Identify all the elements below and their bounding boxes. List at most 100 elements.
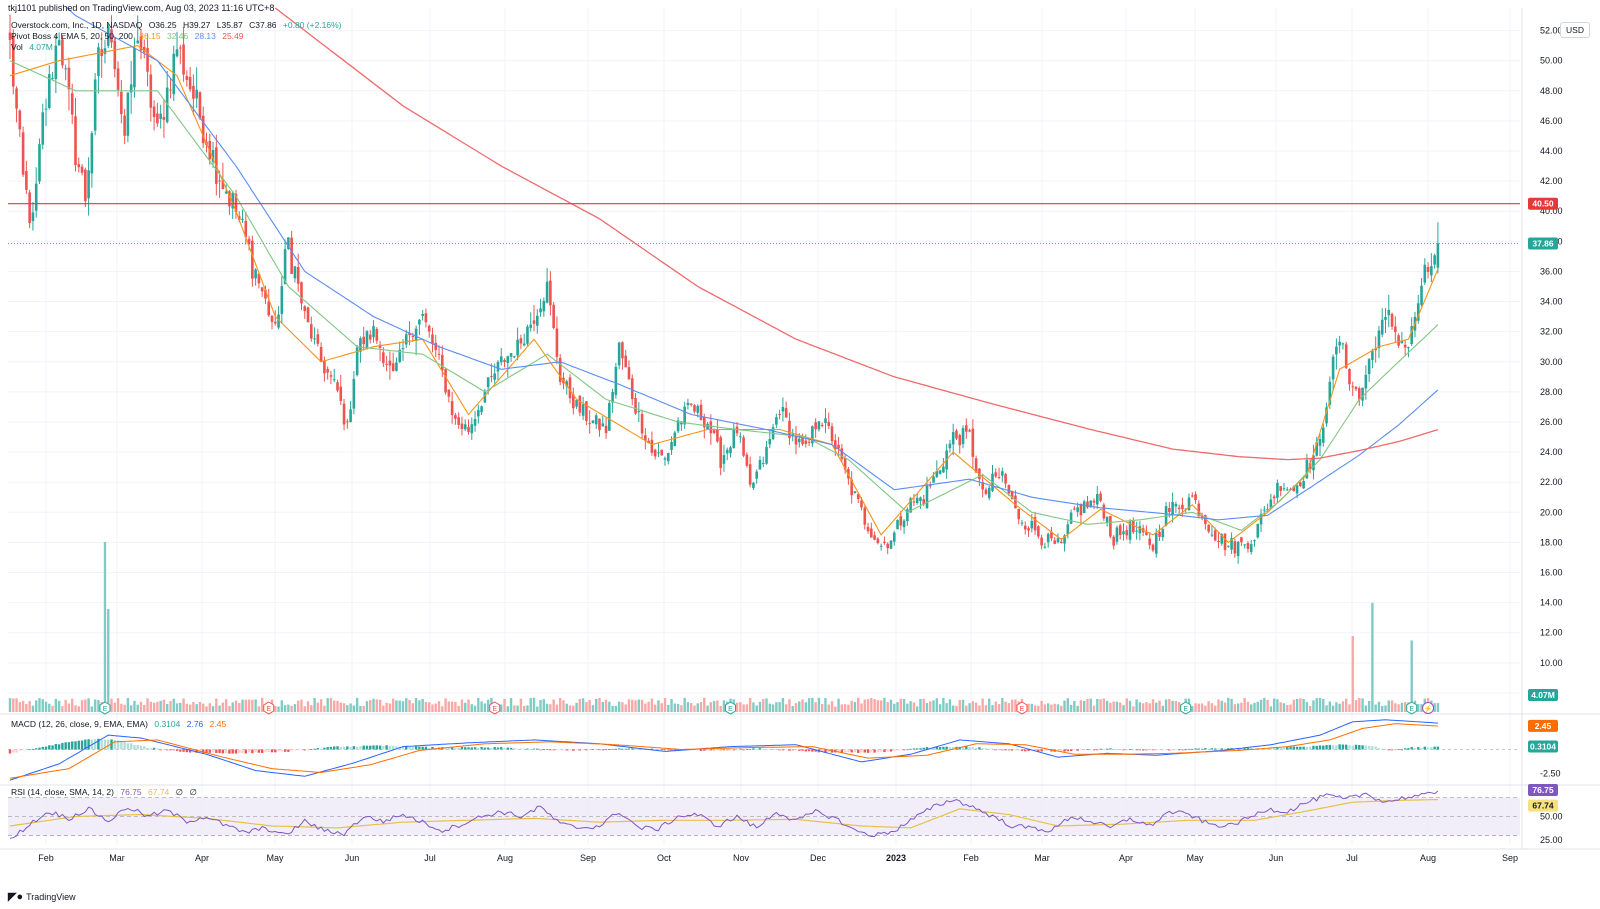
candle-body [1328, 381, 1332, 405]
candle-body [450, 401, 454, 416]
candle-body [922, 499, 926, 505]
volume-bar [834, 706, 837, 712]
volume-bar [588, 700, 591, 712]
volume-bar [408, 700, 411, 712]
macd-histogram-bar [771, 749, 775, 750]
candle-body [572, 394, 575, 409]
volume-bar [329, 698, 333, 712]
candle-body [1217, 540, 1220, 542]
candle-body [797, 438, 801, 443]
rsi-label: RSI (14, close, SMA, 14, 2) [11, 787, 114, 797]
candle-body [1046, 533, 1050, 543]
candle-body [1351, 386, 1355, 388]
volume-bar [929, 701, 932, 712]
candle-body [1204, 515, 1207, 525]
macd-histogram-bar [12, 749, 15, 753]
candle-body [699, 404, 703, 421]
candle-body [709, 421, 713, 434]
volume-bar [1272, 698, 1276, 712]
macd-histogram-bar [411, 747, 415, 750]
grid [8, 8, 1520, 845]
volume-bar [522, 705, 526, 712]
candle-body [817, 421, 821, 430]
candle-body [703, 417, 706, 428]
macd-histogram-bar [863, 749, 866, 753]
candle-body [1059, 541, 1063, 544]
macd-histogram-bar [152, 747, 156, 750]
volume-bar [431, 704, 434, 712]
candle-body [644, 435, 647, 441]
rsi-lower-empty: ∅ [189, 787, 197, 797]
time-axis-label: Feb [38, 853, 54, 863]
volume-bar [290, 705, 293, 712]
candle-body [696, 405, 700, 413]
volume-bar [896, 702, 899, 712]
candle-body [342, 403, 346, 425]
candle-body [761, 463, 765, 465]
volume-bar [513, 705, 516, 712]
candle-body [198, 92, 202, 119]
macd-histogram-bar [460, 747, 464, 750]
volume-bar [251, 699, 254, 712]
candle-body [434, 342, 438, 350]
candle-body [277, 314, 280, 328]
volume-bar [981, 698, 984, 712]
currency-button[interactable]: USD [1560, 22, 1590, 38]
macd-histogram-bar [319, 748, 323, 750]
candle-body [915, 497, 919, 503]
volume-bar [179, 702, 182, 712]
macd-histogram-bar [450, 747, 454, 750]
macd-histogram-bar [876, 749, 880, 753]
volume-bar [80, 700, 84, 712]
candle-body [93, 79, 97, 131]
tradingview-brand[interactable]: ◤● TradingView [8, 890, 76, 903]
macd-histogram-bar [585, 749, 588, 751]
macd-histogram-bar [21, 749, 25, 751]
volume-bar [486, 699, 490, 712]
earnings-marker-icon [1180, 701, 1192, 715]
candle-body [657, 452, 660, 454]
volume-bar [1148, 703, 1151, 712]
candle-body [1010, 491, 1014, 500]
volume-bar [247, 699, 251, 712]
volume-bar [1384, 705, 1387, 712]
candle-body [283, 249, 287, 284]
volume-bar [860, 703, 863, 712]
volume-bar [1132, 706, 1135, 712]
volume-bar [902, 698, 906, 712]
candle-body [293, 266, 297, 279]
candle-body [1269, 499, 1273, 508]
volume-bar [1004, 701, 1007, 712]
macd-histogram-bar [64, 742, 67, 750]
candle-body [486, 377, 490, 388]
candle-body [90, 133, 94, 174]
macd-histogram-bar [323, 747, 326, 750]
volume-bar [519, 698, 523, 712]
volume-bar [1233, 704, 1237, 712]
volume-bar [444, 698, 447, 712]
volume-bar [847, 704, 850, 712]
candle-body [1099, 493, 1102, 501]
candle-body [971, 428, 975, 457]
macd-histogram-bar [490, 747, 493, 750]
candle-body [1374, 348, 1377, 351]
macd-histogram-bar [627, 748, 631, 750]
volume-bar [1286, 704, 1289, 712]
rsi-value: 76.75 [120, 787, 142, 797]
volume-bar [827, 704, 830, 712]
macd-histogram-bar [283, 749, 287, 752]
candle-body [133, 47, 136, 88]
volume-bar [742, 704, 745, 712]
candle-body [778, 413, 781, 415]
macd-hist-value: 0.3104 [154, 719, 181, 729]
time-axis-label: Aug [1420, 853, 1436, 863]
volume-bar [1164, 699, 1168, 712]
volume-bar [565, 703, 568, 712]
macd-histogram-bar [493, 747, 496, 750]
candle-body [395, 362, 398, 371]
macd-histogram-bar [847, 749, 850, 753]
macd-histogram-bar [1220, 748, 1223, 750]
macd-histogram-bar [1364, 745, 1368, 750]
macd-histogram-bar [264, 749, 267, 753]
